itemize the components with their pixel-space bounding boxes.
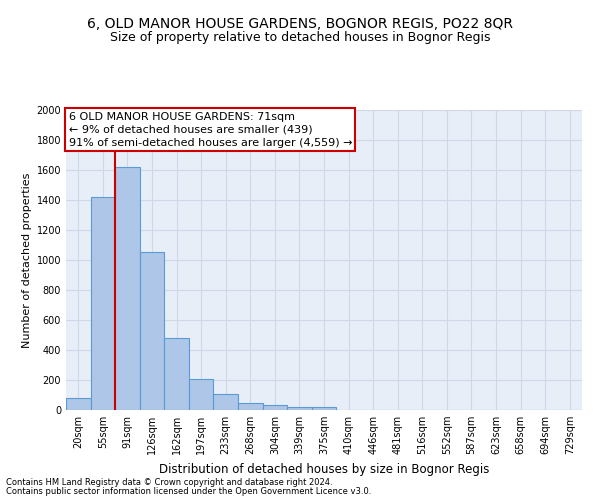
Text: Size of property relative to detached houses in Bognor Regis: Size of property relative to detached ho… [110, 31, 490, 44]
Text: Contains public sector information licensed under the Open Government Licence v3: Contains public sector information licen… [6, 487, 371, 496]
Bar [189, 379, 214, 410]
Bar [214, 394, 238, 410]
Bar [312, 408, 336, 410]
Bar [263, 405, 287, 410]
Bar [66, 398, 91, 410]
Text: 6 OLD MANOR HOUSE GARDENS: 71sqm
← 9% of detached houses are smaller (439)
91% o: 6 OLD MANOR HOUSE GARDENS: 71sqm ← 9% of… [68, 112, 352, 148]
Bar [115, 167, 140, 410]
Bar [164, 338, 189, 410]
Bar [91, 197, 115, 410]
X-axis label: Distribution of detached houses by size in Bognor Regis: Distribution of detached houses by size … [159, 462, 489, 475]
Bar [140, 252, 164, 410]
Y-axis label: Number of detached properties: Number of detached properties [22, 172, 32, 348]
Text: Contains HM Land Registry data © Crown copyright and database right 2024.: Contains HM Land Registry data © Crown c… [6, 478, 332, 487]
Bar [287, 406, 312, 410]
Text: 6, OLD MANOR HOUSE GARDENS, BOGNOR REGIS, PO22 8QR: 6, OLD MANOR HOUSE GARDENS, BOGNOR REGIS… [87, 18, 513, 32]
Bar [238, 403, 263, 410]
